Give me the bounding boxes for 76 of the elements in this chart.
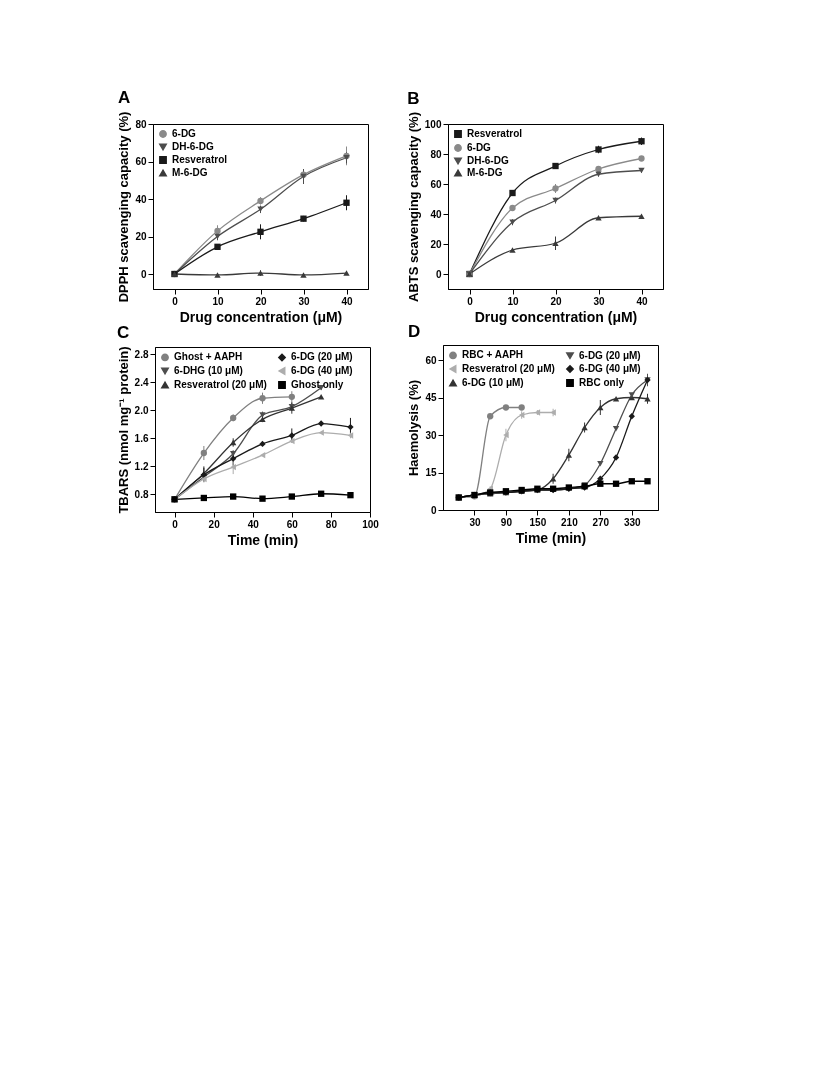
chart-title: B <box>407 88 420 108</box>
y-tick-label: 80 <box>430 148 442 160</box>
y-tick-label: 20 <box>430 238 442 250</box>
x-tick-label: 100 <box>362 518 380 530</box>
x-tick-label: 10 <box>507 295 519 307</box>
legend-label: M-6-DG <box>467 167 503 178</box>
x-tick-label: 40 <box>636 295 648 307</box>
legend-label: DH-6-DG <box>172 141 214 152</box>
y-tick-label: 0 <box>435 268 442 280</box>
y-axis-title: Haemolysis (%) <box>406 379 422 477</box>
legend-label: 6-DG <box>467 142 492 153</box>
y-tick-label: 1.6 <box>134 432 149 444</box>
y-tick-label: 30 <box>425 429 437 441</box>
x-tick-label: 10 <box>212 295 224 307</box>
x-tick-label: 60 <box>286 518 299 530</box>
y-tick-label: 0 <box>430 504 437 516</box>
chart-title: C <box>117 322 130 342</box>
y-tick-label: 60 <box>135 156 147 167</box>
x-tick-label: 330 <box>623 516 642 528</box>
x-axis-title: Drug concentration (μM) <box>179 308 343 325</box>
y-tick-label: 40 <box>430 208 442 220</box>
x-tick-label: 20 <box>255 295 267 307</box>
x-tick-label: 40 <box>341 295 353 307</box>
legend-label: RBC + AAPH <box>462 349 524 361</box>
y-tick-label: 0.8 <box>134 488 149 500</box>
x-tick-label: 210 <box>561 516 579 528</box>
x-tick-label: 40 <box>247 518 260 530</box>
y-axis-title: DPPH scavenging capacity (%) <box>116 111 132 303</box>
legend-label: M-6-DG <box>172 167 208 178</box>
x-tick-label: 20 <box>208 518 221 530</box>
y-tick-label: 80 <box>135 118 147 130</box>
y-tick-label: 20 <box>135 231 147 242</box>
legend-label: 6-DG (10 μM) <box>462 377 524 388</box>
legend-label: 6-DG (20 μM) <box>291 351 353 363</box>
x-tick-label: 90 <box>500 516 513 528</box>
y-tick-label: 2.4 <box>134 376 149 388</box>
legend-label: RBC only <box>579 377 625 388</box>
legend-label: 6-DG <box>172 128 197 139</box>
y-tick-label: 2.8 <box>134 348 149 360</box>
legend-label: Resveratrol <box>172 154 228 165</box>
y-tick-label: 15 <box>425 467 437 478</box>
x-axis-title: Drug concentration (μM) <box>474 308 638 325</box>
x-tick-label: 0 <box>172 518 179 530</box>
x-tick-label: 150 <box>529 516 547 528</box>
legend-label: 6-DG (40 μM) <box>579 363 641 374</box>
x-tick-label: 30 <box>593 295 605 307</box>
y-tick-label: 0 <box>140 268 147 280</box>
x-tick-label: 30 <box>469 516 481 528</box>
legend-label: Ghost + AAPH <box>174 351 243 363</box>
y-tick-label: 45 <box>425 392 437 403</box>
legend-label: 6-DG (40 μM) <box>291 365 353 376</box>
x-tick-label: 270 <box>592 516 610 528</box>
y-tick-label: 2.0 <box>134 404 149 416</box>
y-axis-title: ABTS scavenging capacity (%) <box>405 112 421 302</box>
x-axis-title: Time (min) <box>515 529 587 546</box>
y-tick-label: 60 <box>425 354 437 366</box>
chart-title: A <box>117 88 131 108</box>
legend-label: Resveratrol <box>467 128 523 139</box>
y-axis-title: TBARS (nmol mg⁻¹ protein) <box>115 346 131 514</box>
legend-label: Resveratrol (20 μM) <box>174 379 267 390</box>
y-tick-label: 60 <box>430 178 442 190</box>
x-tick-label: 0 <box>467 295 474 307</box>
x-axis-title: Time (min) <box>227 531 299 548</box>
x-tick-label: 20 <box>550 295 562 307</box>
chart-title: D <box>407 322 421 341</box>
legend-label: 6-DHG (10 μM) <box>174 365 243 376</box>
legend-label: Ghost only <box>291 379 344 390</box>
x-tick-label: 0 <box>172 295 179 307</box>
legend-label: DH-6-DG <box>467 155 509 166</box>
y-tick-label: 40 <box>135 193 147 205</box>
legend-label: Resveratrol (20 μM) <box>462 363 555 374</box>
x-tick-label: 30 <box>298 295 310 307</box>
x-tick-label: 80 <box>325 518 338 530</box>
y-tick-label: 100 <box>424 118 442 130</box>
y-tick-label: 1.2 <box>134 460 149 472</box>
legend-label: 6-DG (20 μM) <box>579 349 641 361</box>
